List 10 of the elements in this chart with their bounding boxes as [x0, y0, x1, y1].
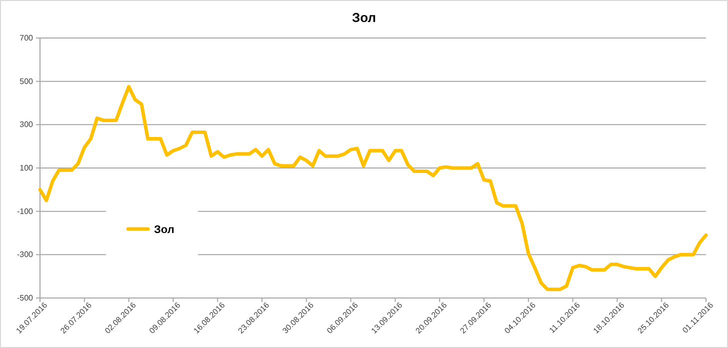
y-tick-label: 500	[20, 76, 34, 86]
y-tick-label: 100	[20, 164, 34, 173]
line-series	[38, 85, 708, 292]
y-tick-label: -100	[16, 206, 34, 216]
y-tick-label: 300	[20, 120, 34, 130]
y-tick-label: 700	[20, 34, 34, 43]
legend-label: Зол	[154, 224, 174, 236]
y-tick-label: -300	[16, 250, 34, 260]
chart-title: Зол	[352, 10, 376, 25]
y-tick-label: -500	[16, 294, 34, 303]
